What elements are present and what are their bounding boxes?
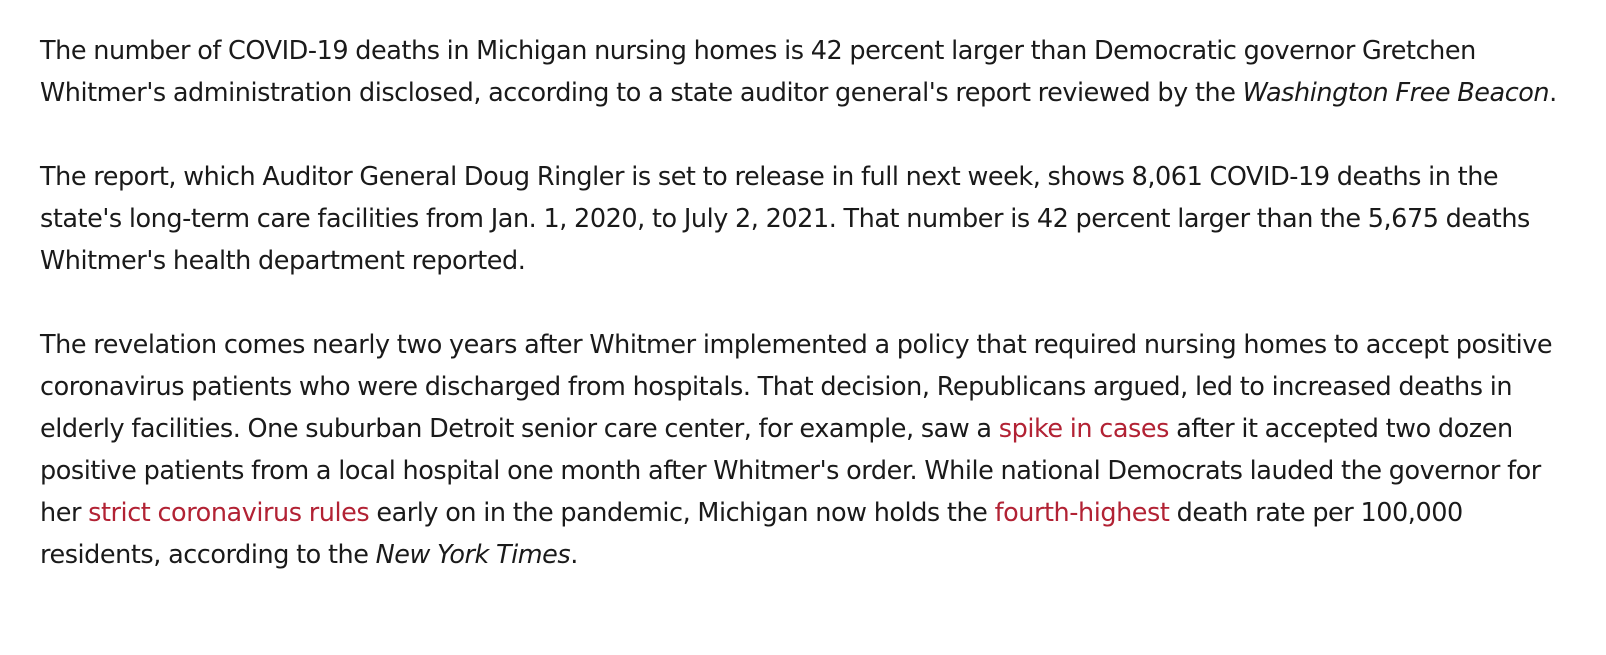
publication-name: Washington Free Beacon — [1242, 78, 1550, 108]
paragraph-3-text-c: early on in the pandemic, Michigan now h… — [369, 498, 995, 528]
publication-name: New York Times — [375, 540, 571, 570]
paragraph-2: The report, which Auditor General Doug R… — [40, 156, 1570, 282]
paragraph-1-text-a: The number of COVID-19 deaths in Michiga… — [40, 36, 1476, 108]
paragraph-3-text-e: . — [570, 540, 578, 570]
paragraph-3-text-d: death rate per 100,000 residents, accord… — [40, 498, 1463, 570]
paragraph-2-text: The report, which Auditor General Doug R… — [40, 162, 1530, 276]
paragraph-3-text-a: The revelation comes nearly two years af… — [40, 330, 1553, 444]
link-strict-coronavirus-rules[interactable]: strict coronavirus rules — [88, 498, 370, 528]
link-fourth-highest[interactable]: fourth-highest — [994, 498, 1170, 528]
link-spike-in-cases[interactable]: spike in cases — [998, 414, 1170, 444]
paragraph-3: The revelation comes nearly two years af… — [40, 324, 1570, 576]
paragraph-3-text-b: after it accepted two dozen positive pat… — [40, 414, 1541, 528]
article-body: The number of COVID-19 deaths in Michiga… — [40, 30, 1570, 576]
paragraph-1: The number of COVID-19 deaths in Michiga… — [40, 30, 1570, 114]
paragraph-1-text-b: . — [1549, 78, 1557, 108]
